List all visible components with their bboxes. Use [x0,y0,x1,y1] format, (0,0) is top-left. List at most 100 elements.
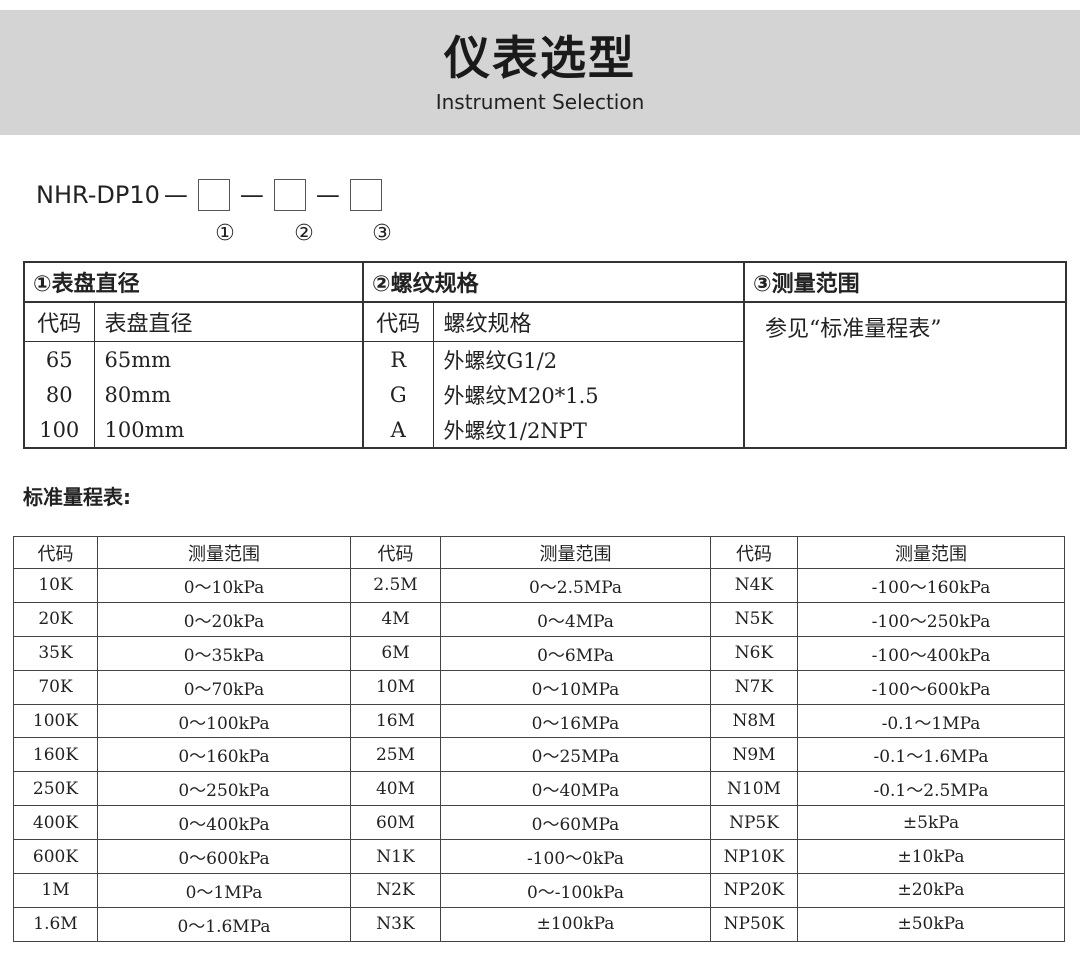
column-header: 测量范围 [97,536,351,569]
slot-box [349,179,382,211]
range-cell: -0.1～2.5MPa [797,771,1065,807]
header-row: 代码 测量范围 代码 测量范围 代码 测量范围 [13,536,1065,569]
code-cell: 70K [13,669,98,705]
range-cell: -100～250kPa [797,601,1065,637]
code-cell: 4M [350,601,441,637]
range-row: 20K 0～20kPa 4M 0～4MPa N5K -100～250kPa [13,601,1065,637]
range-cell: ±10kPa [797,839,1065,875]
range-cell: 0～2.5MPa [440,568,711,603]
range-cell: 0～6MPa [440,635,711,671]
slot-label: ① [215,221,235,246]
range-row: 1.6M 0～1.6MPa N3K ±100kPa NP50K ±50kPa [13,906,1065,942]
code-cell: 6M [350,635,441,671]
range-row: 70K 0～70kPa 10M 0～10MPa N7K -100～600kPa [13,669,1065,705]
range-cell: -0.1～1MPa [797,703,1065,739]
slot-box [197,179,230,211]
range-cell: -100～600kPa [797,669,1065,705]
value-cell: 外螺纹G1/2 [433,341,746,377]
code-cell: R [363,341,434,377]
range-row: 100K 0～100kPa 16M 0～16MPa N8M -0.1～1MPa [13,703,1065,739]
range-row: 35K 0～35kPa 6M 0～6MPa N6K -100～400kPa [13,635,1065,671]
range-cell: ±5kPa [797,805,1065,841]
code-cell: 600K [13,839,98,875]
range-row: 1M 0～1MPa N2K 0～-100kPa NP20K ±20kPa [13,873,1065,908]
code-cell: 40M [350,771,441,807]
page-title: 仪表选型 [444,31,636,85]
column-header: 测量范围 [440,536,711,569]
code-cell: 100K [13,703,98,739]
range-cell: 0～40MPa [440,771,711,807]
range-cell: 0～10kPa [97,568,351,603]
section-heading: ③测量范围 [743,261,1068,303]
code-cell: 65 [24,341,95,377]
column-header: 代码 [363,302,434,342]
value-cell: 100mm [94,412,365,448]
code-cell: N9M [710,737,798,773]
section-note: 参见“标准量程表” [765,317,942,342]
range-cell: 0～60MPa [440,805,711,841]
code-cell: NP10K [710,839,798,875]
code-cell: 160K [13,737,98,773]
code-cell: 60M [350,805,441,841]
code-cell: 10K [13,568,98,603]
range-cell: 0～-100kPa [440,873,711,908]
value-cell: 80mm [94,377,365,412]
value-cell: 外螺纹M20*1.5 [433,377,746,412]
separator: — [315,181,340,209]
column-header: 代码 [350,536,441,569]
code-cell: N2K [350,873,441,908]
column-header: 代码 [24,302,95,342]
value-cell: 65mm [94,341,365,377]
range-row: 10K 0～10kPa 2.5M 0～2.5MPa N4K -100～160kPa [13,568,1065,603]
code-cell: 400K [13,805,98,841]
code-cell: NP50K [710,906,798,942]
range-row: 160K 0～160kPa 25M 0～25MPa N9M -0.1～1.6MPa [13,737,1065,773]
column-header: 代码 [710,536,798,569]
range-table-title: 标准量程表: [23,485,131,509]
range-cell: 0～600kPa [97,839,351,875]
range-cell: 0～1.6MPa [97,906,351,942]
value-cell: 外螺纹1/2NPT [433,412,746,448]
range-cell: 0～35kPa [97,635,351,671]
range-cell: 0～160kPa [97,737,351,773]
range-row: 400K 0～400kPa 60M 0～60MPa NP5K ±5kPa [13,805,1065,841]
range-cell: 0～16MPa [440,703,711,739]
spec-row: 65 65mm R 外螺纹G1/2 [24,341,1066,377]
range-cell: -100～400kPa [797,635,1065,671]
range-cell: 0～25MPa [440,737,711,773]
code-cell: N3K [350,906,441,942]
separator: — [239,181,264,209]
subheader-row: 代码 表盘直径 代码 螺纹规格 参见“标准量程表” [24,302,1066,342]
range-cell: 0～10MPa [440,669,711,705]
code-cell: N8M [710,703,798,739]
code-cell: 80 [24,377,95,412]
code-cell: 10M [350,669,441,705]
column-header: 测量范围 [797,536,1065,569]
range-cell: -0.1～1.6MPa [797,737,1065,773]
code-cell: NP5K [710,805,798,841]
range-cell: ±100kPa [440,906,711,942]
range-row: 600K 0～600kPa N1K -100～0kPa NP10K ±10kPa [13,839,1065,875]
slot-box [273,179,306,211]
range-cell: -100～160kPa [797,568,1065,603]
header-band [0,10,1080,135]
code-cell: N1K [350,839,441,875]
range-cell: 0～4MPa [440,601,711,637]
range-cell: ±50kPa [797,906,1065,942]
header-row: ①表盘直径 ②螺纹规格 ③测量范围 [22,261,1068,303]
section-heading: ①表盘直径 [22,261,365,303]
page-subtitle: Instrument Selection [435,90,645,114]
range-cell: 0～20kPa [97,601,351,637]
code-cell: N5K [710,601,798,637]
spec-row: 80 80mm G 外螺纹M20*1.5 [24,377,1066,412]
spec-row: 100 100mm A 外螺纹1/2NPT [24,412,1066,448]
code-cell: 25M [350,737,441,773]
spec-table: ①表盘直径 ②螺纹规格 ③测量范围 代码 表盘直径 代码 螺纹规格 参见“标准量程表” 65 65… [22,261,1068,449]
section-heading: ②螺纹规格 [362,261,746,303]
column-header: 表盘直径 [94,302,365,342]
code-cell: N4K [710,568,798,603]
code-cell: 35K [13,635,98,671]
slot-label: ② [294,221,314,246]
